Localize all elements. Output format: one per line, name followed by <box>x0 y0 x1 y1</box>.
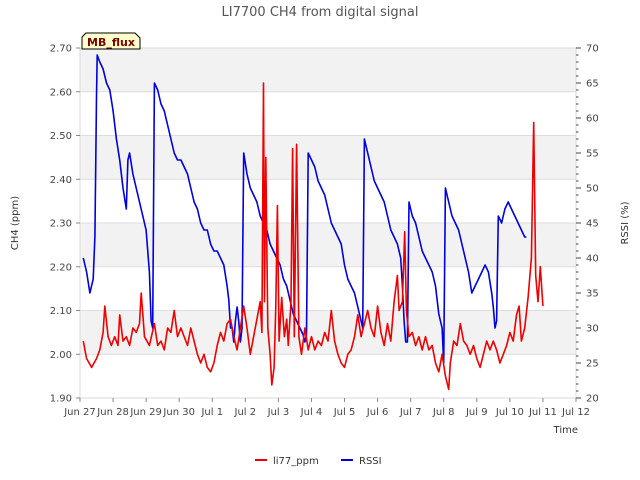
x-axis-ticks: Jun 27 Jun 28 Jun 29 Jun 30 Jul 1 Jul 2 Jul 3 J… <box>63 398 590 418</box>
x-tick-label: Jul 4 <box>300 407 323 418</box>
y-tick-label: 2.00 <box>50 350 72 361</box>
series-line-li77-ppm <box>82 82 544 391</box>
y-tick-label: 2.60 <box>50 87 72 98</box>
background-band <box>80 135 576 180</box>
x-tick-label: Jul 10 <box>495 407 524 418</box>
y-tick-label: 2.10 <box>50 306 72 317</box>
badge-shape <box>81 32 141 50</box>
y-tick-label: 2.40 <box>50 175 72 186</box>
legend-label: RSSI <box>359 456 382 467</box>
badge-label: MB_flux <box>87 36 135 49</box>
y2-axis-ticks: 20 25 30 35 40 45 50 55 60 65 70 <box>576 44 599 405</box>
y2-tick-label: 70 <box>586 44 599 55</box>
x-tick-label: Jun 30 <box>162 407 195 418</box>
y-tick-label: 2.50 <box>50 131 72 142</box>
background-bands <box>80 48 576 355</box>
y2-tick-label: 20 <box>586 394 599 405</box>
background-band <box>80 310 576 355</box>
x-tick-label: Jul 6 <box>366 407 389 418</box>
x-axis-label: Time <box>553 425 578 436</box>
legend-label: li77_ppm <box>273 456 319 467</box>
y2-tick-label: 50 <box>586 184 599 195</box>
x-tick-label: Jul 1 <box>200 407 223 418</box>
x-tick-label: Jul 3 <box>267 407 290 418</box>
chart-title: LI7700 CH4 from digital signal <box>222 5 419 20</box>
y2-tick-label: 40 <box>586 254 599 265</box>
y-tick-label: 2.20 <box>50 262 72 273</box>
x-tick-label: Jun 28 <box>96 407 129 418</box>
y2-tick-label: 30 <box>586 324 599 335</box>
y2-tick-label: 60 <box>586 114 599 125</box>
y2-tick-label: 65 <box>586 79 599 90</box>
x-tick-label: Jul 11 <box>528 407 557 418</box>
y-axis-label: CH4 (ppm) <box>10 196 21 250</box>
background-band <box>80 48 576 92</box>
series-layer <box>82 54 544 391</box>
x-tick-label: Jun 29 <box>129 407 162 418</box>
y-axis-ticks: 1.90 2.00 2.10 2.20 2.30 2.40 2.50 2.60 2.70 <box>50 44 80 405</box>
legend: li77_ppm RSSI <box>255 456 382 467</box>
x-tick-label: Jun 27 <box>63 407 96 418</box>
mb-flux-badge: MB_flux <box>81 32 141 50</box>
y-tick-label: 2.30 <box>50 219 72 230</box>
x-tick-label: Jul 7 <box>399 407 422 418</box>
y2-axis-label: RSSI (%) <box>620 201 631 244</box>
x-tick-label: Jul 5 <box>333 407 356 418</box>
x-tick-label: Jul 12 <box>561 407 590 418</box>
y2-tick-label: 35 <box>586 289 599 300</box>
y2-tick-label: 45 <box>586 219 599 230</box>
y2-tick-label: 55 <box>586 149 599 160</box>
x-tick-label: Jul 2 <box>234 407 257 418</box>
x-tick-label: Jul 9 <box>465 407 488 418</box>
y-tick-label: 2.70 <box>50 44 72 55</box>
x-tick-label: Jul 8 <box>432 407 455 418</box>
y-tick-label: 1.90 <box>50 394 72 405</box>
y2-tick-label: 25 <box>586 359 599 370</box>
background-band <box>80 223 576 267</box>
